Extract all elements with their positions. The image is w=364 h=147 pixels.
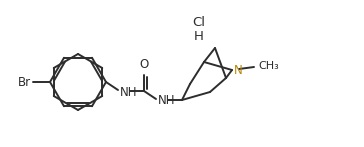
Text: Cl: Cl — [192, 15, 205, 29]
Text: Br: Br — [18, 76, 31, 88]
Text: N: N — [234, 64, 243, 76]
Text: CH₃: CH₃ — [258, 61, 279, 71]
Text: H: H — [194, 30, 204, 42]
Text: NH: NH — [120, 86, 138, 98]
Text: NH: NH — [158, 95, 175, 107]
Text: O: O — [139, 58, 149, 71]
